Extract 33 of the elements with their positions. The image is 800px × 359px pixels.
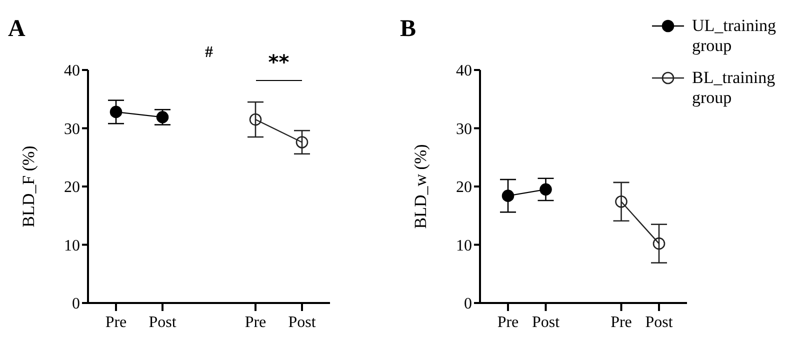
x-tick-label: Pre [244,314,266,331]
point [502,190,514,202]
x-tick-label: Pre [105,314,127,331]
chart-title: A [8,16,26,43]
y-tick-label: 40 [456,62,472,80]
chart-title: B [400,16,416,43]
y-tick-label: 10 [64,237,80,254]
text: # [204,44,214,62]
point [652,237,666,250]
y-tick-label: 30 [64,120,80,138]
x-tick-label: Post [148,314,177,331]
y-tick-label: 40 [64,62,80,80]
x-tick-label: Post [532,314,560,331]
x-tick-label: Post [288,314,316,331]
x-tick-label: Pre [610,314,632,331]
y-axis-title: BLD_F (%) [19,146,38,228]
point [615,195,628,208]
point [249,113,262,126]
point [540,183,552,196]
annotation: ** [267,50,290,74]
y-tick-label: 0 [72,296,80,313]
point [296,136,308,148]
y-tick-label: 30 [456,120,472,138]
y-axis-title: BLD_w (%) [411,144,430,229]
legend-label: UL_training group [692,16,778,56]
y-tick-label: 20 [64,179,80,196]
x-tick-label: Post [645,314,674,331]
y-tick-label: 0 [464,296,472,313]
legend-label: BL_training group [692,68,776,108]
y-tick-label: 20 [456,179,472,196]
y-tick-label: 10 [456,237,472,254]
point [110,106,122,118]
x-tick-label: Pre [497,314,519,331]
